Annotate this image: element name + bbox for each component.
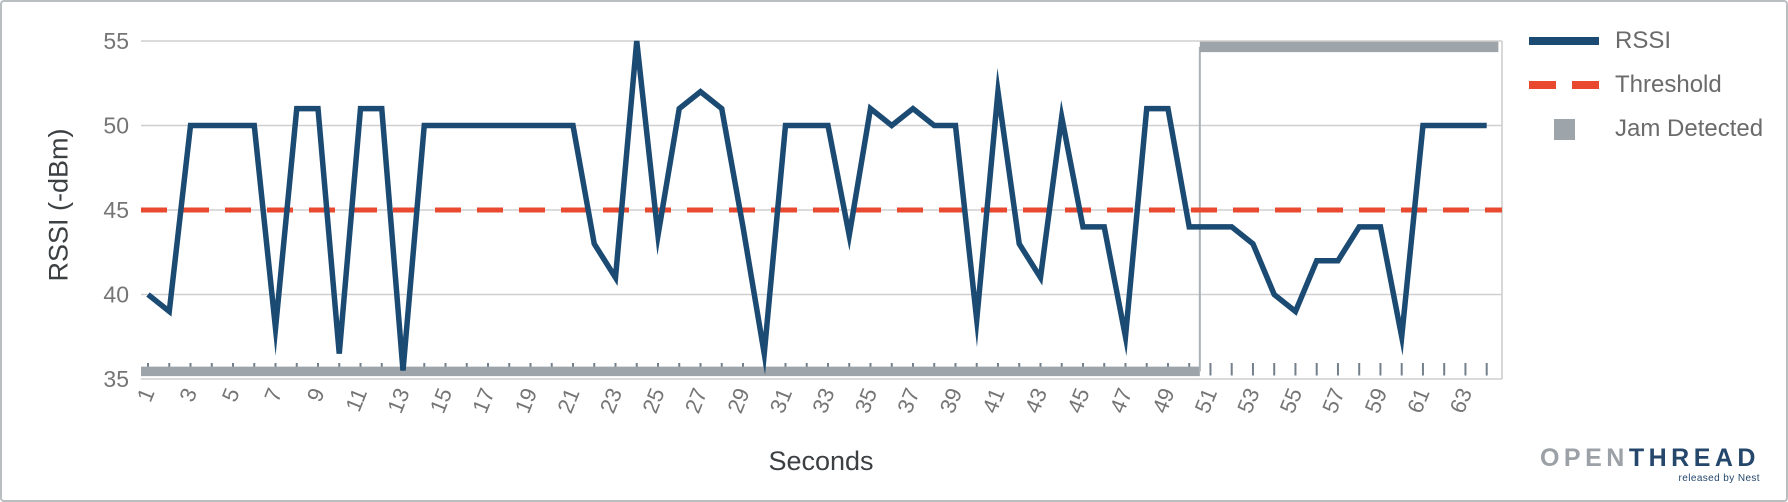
x-tick-label: 13 [382,385,414,417]
legend-label-jam-detected: Jam Detected [1615,115,1764,142]
logo-tagline: released by Nest [1678,473,1760,484]
y-tick-label: 45 [103,197,129,223]
y-tick-label: 40 [103,282,129,308]
legend-item-threshold: Threshold [1529,70,1763,100]
x-tick-label: 61 [1402,385,1434,417]
x-tick-label: 35 [850,385,882,417]
logo-open-text: OPEN [1539,444,1629,472]
legend-item-jam-detected: Jam Detected [1529,114,1763,144]
y-tick-label: 55 [103,28,129,54]
x-tick-label: 43 [1020,385,1052,417]
x-tick-label: 5 [217,385,245,406]
x-axis-title: Seconds [768,446,874,476]
y-tick-label: 50 [103,113,129,139]
x-tick-label: 31 [765,385,797,417]
x-tick-label: 53 [1232,385,1264,417]
rssi-series-line [146,40,1487,375]
openthread-logo: OPENTHREAD released by Nest [1540,446,1760,484]
jam-detected-square-swatch-icon [1553,118,1575,140]
threshold-dash-swatch-icon [1529,81,1599,89]
legend-item-rssi: RSSI [1529,26,1763,56]
x-tick-label: 23 [595,385,627,417]
x-tick-label: 39 [935,385,967,417]
rssi-line-swatch-icon [1529,37,1599,45]
x-tick-label: 11 [340,385,372,416]
x-tick-label: 41 [977,385,1009,417]
x-tick-label: 3 [174,385,202,406]
x-tick-label: 57 [1317,385,1349,417]
x-tick-label: 33 [807,385,839,417]
x-tick-label: 55 [1275,385,1307,417]
y-axis-title: RSSI (-dBm) [43,128,74,282]
x-tick-label: 15 [425,385,457,417]
x-tick-label: 37 [892,385,924,417]
x-tick-label: 19 [510,385,542,417]
x-tick-label: 27 [680,385,712,417]
openthread-wordmark: OPENTHREAD [1540,446,1760,471]
y-tick-label: 35 [103,366,129,392]
x-tick-label: 9 [302,385,330,406]
x-tick-label: 29 [722,385,754,417]
legend-label-rssi: RSSI [1615,27,1672,54]
x-tick-label: 47 [1105,385,1137,417]
chart-legend: RSSI Threshold Jam Detected [1529,26,1763,158]
x-tick-label: 7 [259,385,287,406]
x-tick-label: 17 [467,385,499,417]
x-tick-label: 63 [1445,385,1477,417]
x-tick-label: 51 [1190,385,1222,417]
x-tick-label: 45 [1062,385,1094,417]
x-tick-label: 1 [132,385,160,406]
x-tick-label: 59 [1360,385,1392,417]
x-tick-label: 25 [637,385,669,417]
legend-label-threshold: Threshold [1615,71,1722,98]
x-tick-label: 21 [552,385,584,417]
logo-thread-text: THREAD [1628,444,1760,472]
x-tick-label: 49 [1147,385,1179,417]
